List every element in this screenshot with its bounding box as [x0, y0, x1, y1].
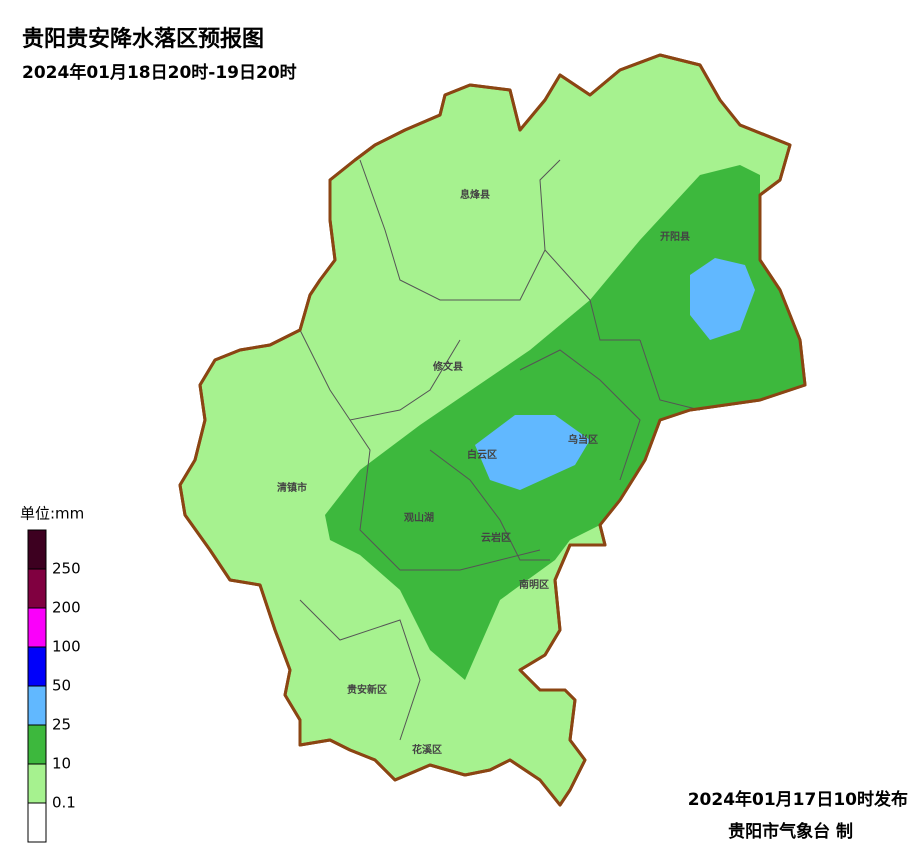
district-borders — [299, 159, 701, 741]
region-heavy-rain — [690, 258, 755, 340]
legend-swatch — [27, 724, 47, 765]
district-label: 南明区 — [519, 578, 549, 591]
district-label: 乌当区 — [568, 433, 598, 446]
legend-swatch — [27, 529, 47, 570]
legend-swatch — [27, 802, 47, 843]
legend-label: 250 — [52, 560, 81, 578]
district-label: 云岩区 — [481, 531, 511, 544]
legend-label: 10 — [52, 755, 71, 773]
district-label: 贵安新区 — [347, 683, 387, 696]
agency: 贵阳市气象台 制 — [728, 821, 853, 842]
legend-label: 200 — [52, 599, 81, 617]
subtitle: 2024年01月18日20时-19日20时 — [22, 62, 297, 83]
legend: 250 200 100 50 25 10 0.1 — [27, 529, 81, 843]
issue-time: 2024年01月17日10时发布 — [688, 789, 908, 810]
region-outline — [178, 53, 807, 807]
district-label: 观山湖 — [404, 511, 434, 524]
legend-swatch — [27, 763, 47, 804]
district-label: 息烽县 — [460, 188, 490, 201]
district-label: 修文县 — [432, 360, 463, 373]
legend-label: 50 — [52, 677, 71, 695]
legend-label: 100 — [52, 638, 81, 656]
legend-unit: 单位:mm — [20, 505, 84, 523]
legend-swatch — [27, 685, 47, 726]
legend-swatch — [27, 646, 47, 687]
legend-swatch — [27, 568, 47, 609]
district-label: 白云区 — [467, 448, 497, 461]
legend-swatch — [27, 607, 47, 648]
legend-label: 25 — [52, 716, 71, 734]
district-label: 开阳县 — [660, 231, 690, 243]
map: 息烽县 开阳县 修文县 乌当区 白云区 清镇市 观山湖 云岩区 南明区 贵安新区… — [178, 53, 807, 807]
district-label: 花溪区 — [412, 743, 442, 756]
title: 贵阳贵安降水落区预报图 — [22, 26, 264, 52]
legend-label: 0.1 — [52, 794, 76, 812]
region-heavy-rain — [475, 415, 590, 490]
district-label: 清镇市 — [277, 481, 307, 494]
